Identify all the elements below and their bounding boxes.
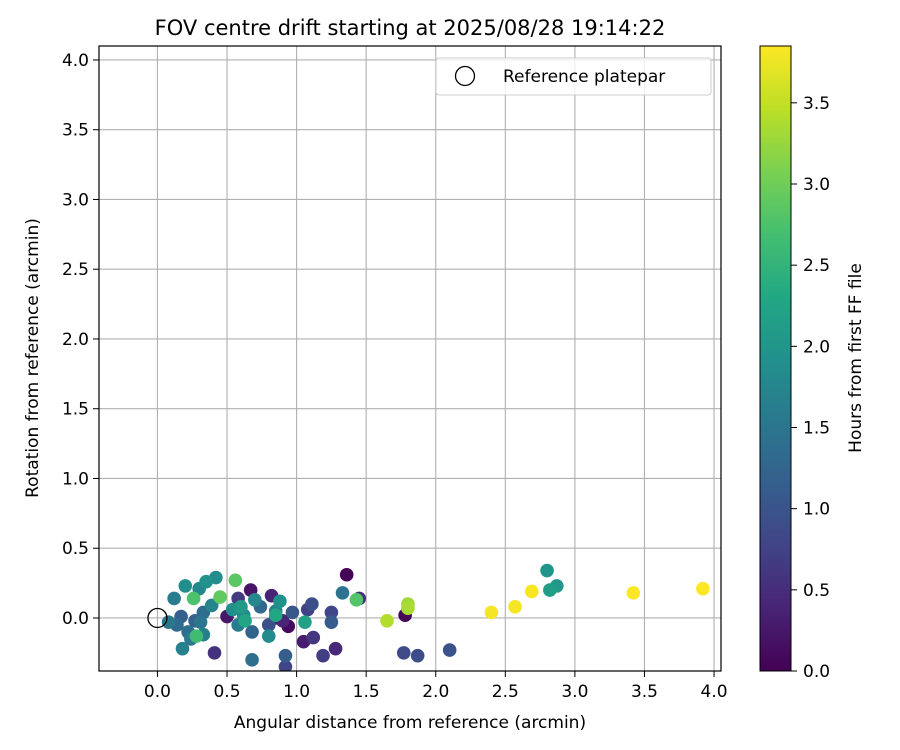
y-tick-label: 1.5 — [62, 400, 89, 420]
data-point — [339, 567, 354, 582]
data-point — [524, 584, 539, 599]
data-point — [186, 591, 201, 606]
data-point — [349, 593, 364, 607]
x-tick-label: 2.5 — [492, 682, 519, 702]
legend-box — [435, 57, 712, 96]
data-points — [147, 563, 710, 671]
x-axis-ticks: 0.0 0.5 1.0 1.5 2.0 2.5 3.0 3.5 4.0 — [144, 671, 728, 702]
data-point — [248, 593, 262, 607]
data-point — [335, 586, 350, 600]
data-point — [324, 605, 339, 620]
x-tick-label: 1.0 — [283, 682, 310, 702]
data-point — [199, 574, 213, 589]
colorbar-gradient — [759, 45, 792, 672]
data-point — [273, 594, 287, 609]
x-tick-label: 0.0 — [144, 682, 171, 702]
data-point — [696, 581, 710, 596]
y-tick-label: 0.0 — [62, 609, 89, 629]
legend: Reference platepar — [435, 57, 712, 96]
colorbar-tick-label: 0.5 — [803, 581, 830, 601]
colorbar-tick-label: 2.5 — [803, 256, 830, 276]
data-point — [316, 648, 330, 663]
data-point — [626, 586, 641, 600]
data-point — [193, 615, 208, 629]
data-point — [380, 613, 394, 628]
data-point — [278, 660, 293, 671]
y-tick-label: 3.0 — [62, 190, 89, 210]
data-point — [167, 591, 181, 606]
x-axis-label: Angular distance from reference (arcmin) — [234, 713, 586, 733]
colorbar-tick-label: 1.5 — [803, 418, 830, 438]
colorbar-ticks: 0.0 0.5 1.0 1.5 2.0 2.5 3.0 3.5 — [791, 94, 830, 682]
x-tick-label: 0.5 — [213, 682, 240, 702]
data-point — [306, 630, 321, 645]
data-point — [204, 598, 219, 613]
y-tick-label: 2.5 — [62, 260, 89, 280]
colorbar-tick-label: 3.0 — [803, 175, 830, 195]
data-point — [540, 563, 554, 578]
data-point — [189, 629, 204, 643]
y-tick-label: 1.0 — [62, 469, 89, 489]
data-point — [245, 625, 259, 639]
data-point — [401, 601, 415, 616]
colorbar-tick-label: 3.5 — [803, 94, 830, 114]
data-point — [245, 653, 259, 667]
data-point — [442, 643, 457, 657]
legend-marker-reference-icon — [454, 65, 476, 87]
data-point — [228, 573, 243, 588]
colorbar-label: Hours from first FF file — [846, 263, 866, 453]
data-point — [175, 641, 190, 656]
colorbar: 0.0 0.5 1.0 1.5 2.0 2.5 3.0 3.5 Hours from firs… — [759, 45, 866, 682]
data-point — [324, 615, 339, 629]
data-point — [207, 646, 222, 660]
y-tick-label: 0.5 — [62, 539, 89, 559]
data-point — [234, 600, 248, 614]
y-axis-label: Rotation from reference (arcmin) — [23, 218, 43, 498]
data-point — [396, 646, 411, 660]
colorbar-tick-label: 1.0 — [803, 500, 830, 520]
data-point — [213, 590, 227, 604]
y-tick-label: 2.0 — [62, 330, 89, 350]
y-tick-label: 4.0 — [62, 51, 89, 71]
x-tick-label: 3.0 — [561, 682, 588, 702]
data-point — [410, 648, 425, 663]
data-point — [543, 583, 557, 597]
x-tick-label: 1.5 — [353, 682, 380, 702]
x-tick-label: 3.5 — [631, 682, 658, 702]
data-point — [298, 615, 312, 629]
x-tick-label: 2.0 — [422, 682, 449, 702]
data-point — [261, 618, 276, 632]
data-point — [508, 600, 522, 614]
data-point — [178, 579, 193, 593]
y-axis-ticks: 0.0 0.5 1.0 1.5 2.0 2.5 3.0 3.5 4.0 — [62, 51, 99, 629]
legend-label: Reference platepar — [503, 67, 665, 87]
data-point — [268, 608, 283, 622]
chart-title: FOV centre drift starting at 2025/08/28 … — [155, 16, 666, 40]
data-point — [261, 629, 276, 643]
reference-platepar-marker — [147, 607, 168, 629]
colorbar-tick-label: 2.0 — [803, 337, 830, 357]
data-point — [278, 648, 293, 663]
y-tick-label: 3.5 — [62, 121, 89, 141]
data-point — [328, 641, 343, 656]
colorbar-tick-label: 0.0 — [803, 662, 830, 682]
data-point — [238, 613, 252, 628]
plot-area-frame — [98, 45, 722, 672]
x-tick-label: 4.0 — [701, 682, 728, 702]
data-point — [484, 605, 499, 620]
data-point — [305, 597, 319, 611]
data-point — [161, 615, 176, 629]
data-point — [285, 605, 300, 620]
